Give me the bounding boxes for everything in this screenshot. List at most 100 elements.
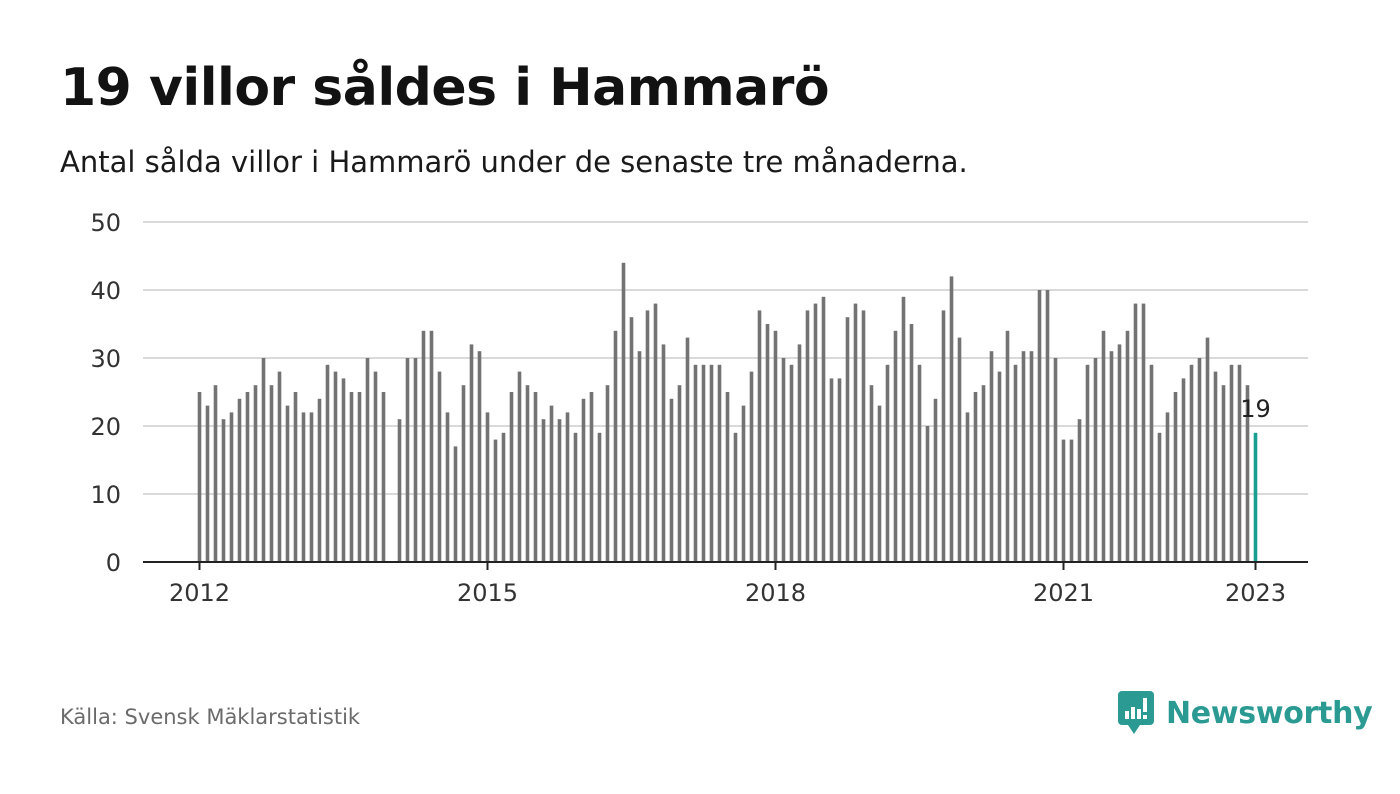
bar <box>293 392 298 562</box>
bar <box>549 405 554 562</box>
highlight-value-label: 19 <box>1240 395 1271 423</box>
bar <box>461 385 466 562</box>
bar <box>821 296 826 562</box>
bar <box>581 398 586 562</box>
bar <box>1165 412 1170 562</box>
bar <box>573 432 578 562</box>
bar <box>437 371 442 562</box>
bar <box>1013 364 1018 562</box>
bar <box>213 385 218 562</box>
bar <box>413 358 418 562</box>
y-tick-label: 20 <box>90 413 121 441</box>
bar <box>205 405 210 562</box>
bar <box>725 392 730 562</box>
bar <box>677 385 682 562</box>
brand-logo[interactable]: Newsworthy <box>1118 690 1373 736</box>
bar <box>373 371 378 562</box>
x-tick-label: 2015 <box>457 579 518 607</box>
bar <box>1189 364 1194 562</box>
bar <box>525 385 530 562</box>
source-note: Källa: Svensk Mäklarstatistik <box>60 705 361 729</box>
bar <box>541 419 546 562</box>
bar <box>333 371 338 562</box>
bar <box>813 303 818 562</box>
bar <box>789 364 794 562</box>
bar <box>965 412 970 562</box>
bar <box>309 412 314 562</box>
bar <box>277 371 282 562</box>
bar <box>981 385 986 562</box>
x-tick-label: 2023 <box>1225 579 1286 607</box>
bar <box>1085 364 1090 562</box>
bar <box>901 296 906 562</box>
bar <box>645 310 650 562</box>
bar <box>509 392 514 562</box>
bar <box>381 392 386 562</box>
bar <box>933 398 938 562</box>
bar <box>701 364 706 562</box>
bar <box>693 364 698 562</box>
bar <box>1221 385 1226 562</box>
bar <box>861 310 866 562</box>
bar <box>613 330 618 562</box>
bar <box>317 398 322 562</box>
bar <box>269 385 274 562</box>
bar <box>597 432 602 562</box>
bar <box>1029 351 1034 562</box>
bar <box>1037 290 1042 562</box>
bar <box>197 392 202 562</box>
bar <box>925 426 930 562</box>
bar <box>445 412 450 562</box>
bar <box>909 324 914 562</box>
bar <box>557 419 562 562</box>
x-axis: 2012 2015 2018 2021 2023 <box>169 562 1286 607</box>
x-tick-label: 2021 <box>1033 579 1094 607</box>
newsworthy-logo-icon <box>1118 691 1154 734</box>
bar <box>1069 439 1074 562</box>
bar <box>757 310 762 562</box>
bar <box>565 412 570 562</box>
bar <box>1101 330 1106 562</box>
bar <box>1157 432 1162 562</box>
bar <box>1005 330 1010 562</box>
bar <box>501 432 506 562</box>
bar <box>453 446 458 562</box>
y-tick-label: 50 <box>90 209 121 237</box>
bar <box>517 371 522 562</box>
bar <box>1045 290 1050 562</box>
bar <box>637 351 642 562</box>
bar <box>1149 364 1154 562</box>
bar <box>221 419 226 562</box>
y-tick-label: 40 <box>90 277 121 305</box>
bar <box>717 364 722 562</box>
annotations: 19 <box>1240 395 1271 423</box>
x-tick-label: 2012 <box>169 579 230 607</box>
bar <box>741 405 746 562</box>
bar <box>421 330 426 562</box>
bar-chart: 0 10 20 30 40 50 2012 2015 2018 2021 2023 19 <box>90 209 1308 607</box>
y-axis-labels: 0 10 20 30 40 50 <box>90 209 121 577</box>
bar <box>589 392 594 562</box>
bar <box>477 351 482 562</box>
bar <box>805 310 810 562</box>
bar <box>229 412 234 562</box>
chart-subtitle: Antal sålda villor i Hammarö under de se… <box>60 145 968 179</box>
bar <box>829 378 834 562</box>
bar <box>765 324 770 562</box>
bar <box>533 392 538 562</box>
bar <box>285 405 290 562</box>
bar <box>685 337 690 562</box>
bar <box>1077 419 1082 562</box>
bar <box>669 398 674 562</box>
y-tick-label: 0 <box>106 549 121 577</box>
bar <box>485 412 490 562</box>
bar <box>949 276 954 562</box>
bar <box>1109 351 1114 562</box>
bar <box>885 364 890 562</box>
bar <box>1245 385 1250 562</box>
bar <box>1133 303 1138 562</box>
bar <box>957 337 962 562</box>
bar <box>893 330 898 562</box>
bar <box>653 303 658 562</box>
bar <box>325 364 330 562</box>
